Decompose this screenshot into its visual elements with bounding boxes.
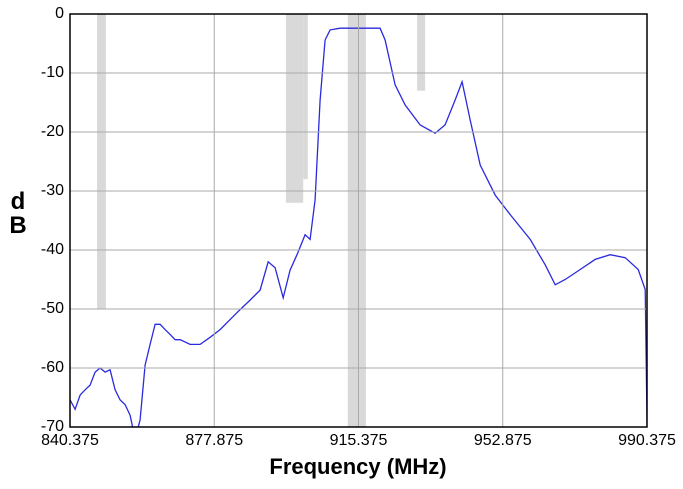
- y-tick-label: -70: [41, 418, 64, 435]
- plot: [70, 14, 647, 427]
- x-axis-label: Frequency (MHz): [269, 454, 446, 479]
- region: [97, 14, 106, 309]
- y-tick-label: -40: [41, 241, 64, 258]
- region: [417, 14, 426, 91]
- plot-frame: [69, 13, 648, 428]
- y-tick-label: 0: [55, 5, 64, 22]
- x-tick-label: 990.375: [618, 432, 676, 449]
- region: [303, 14, 308, 180]
- y-tick-label: -50: [41, 300, 64, 317]
- x-tick-label: 840.375: [41, 432, 99, 449]
- x-tick-label: 877.875: [185, 432, 243, 449]
- region: [347, 14, 366, 427]
- x-tick-label: 952.875: [474, 432, 532, 449]
- region: [285, 14, 304, 203]
- x-tick-label: 915.375: [330, 432, 388, 449]
- y-axis-label: dB: [9, 188, 27, 239]
- y-tick-label: -20: [41, 123, 64, 140]
- y-tick-label: -10: [41, 64, 64, 81]
- line-series: [70, 27, 647, 427]
- y-tick-label: -60: [41, 359, 64, 376]
- y-tick-label: -30: [41, 182, 64, 199]
